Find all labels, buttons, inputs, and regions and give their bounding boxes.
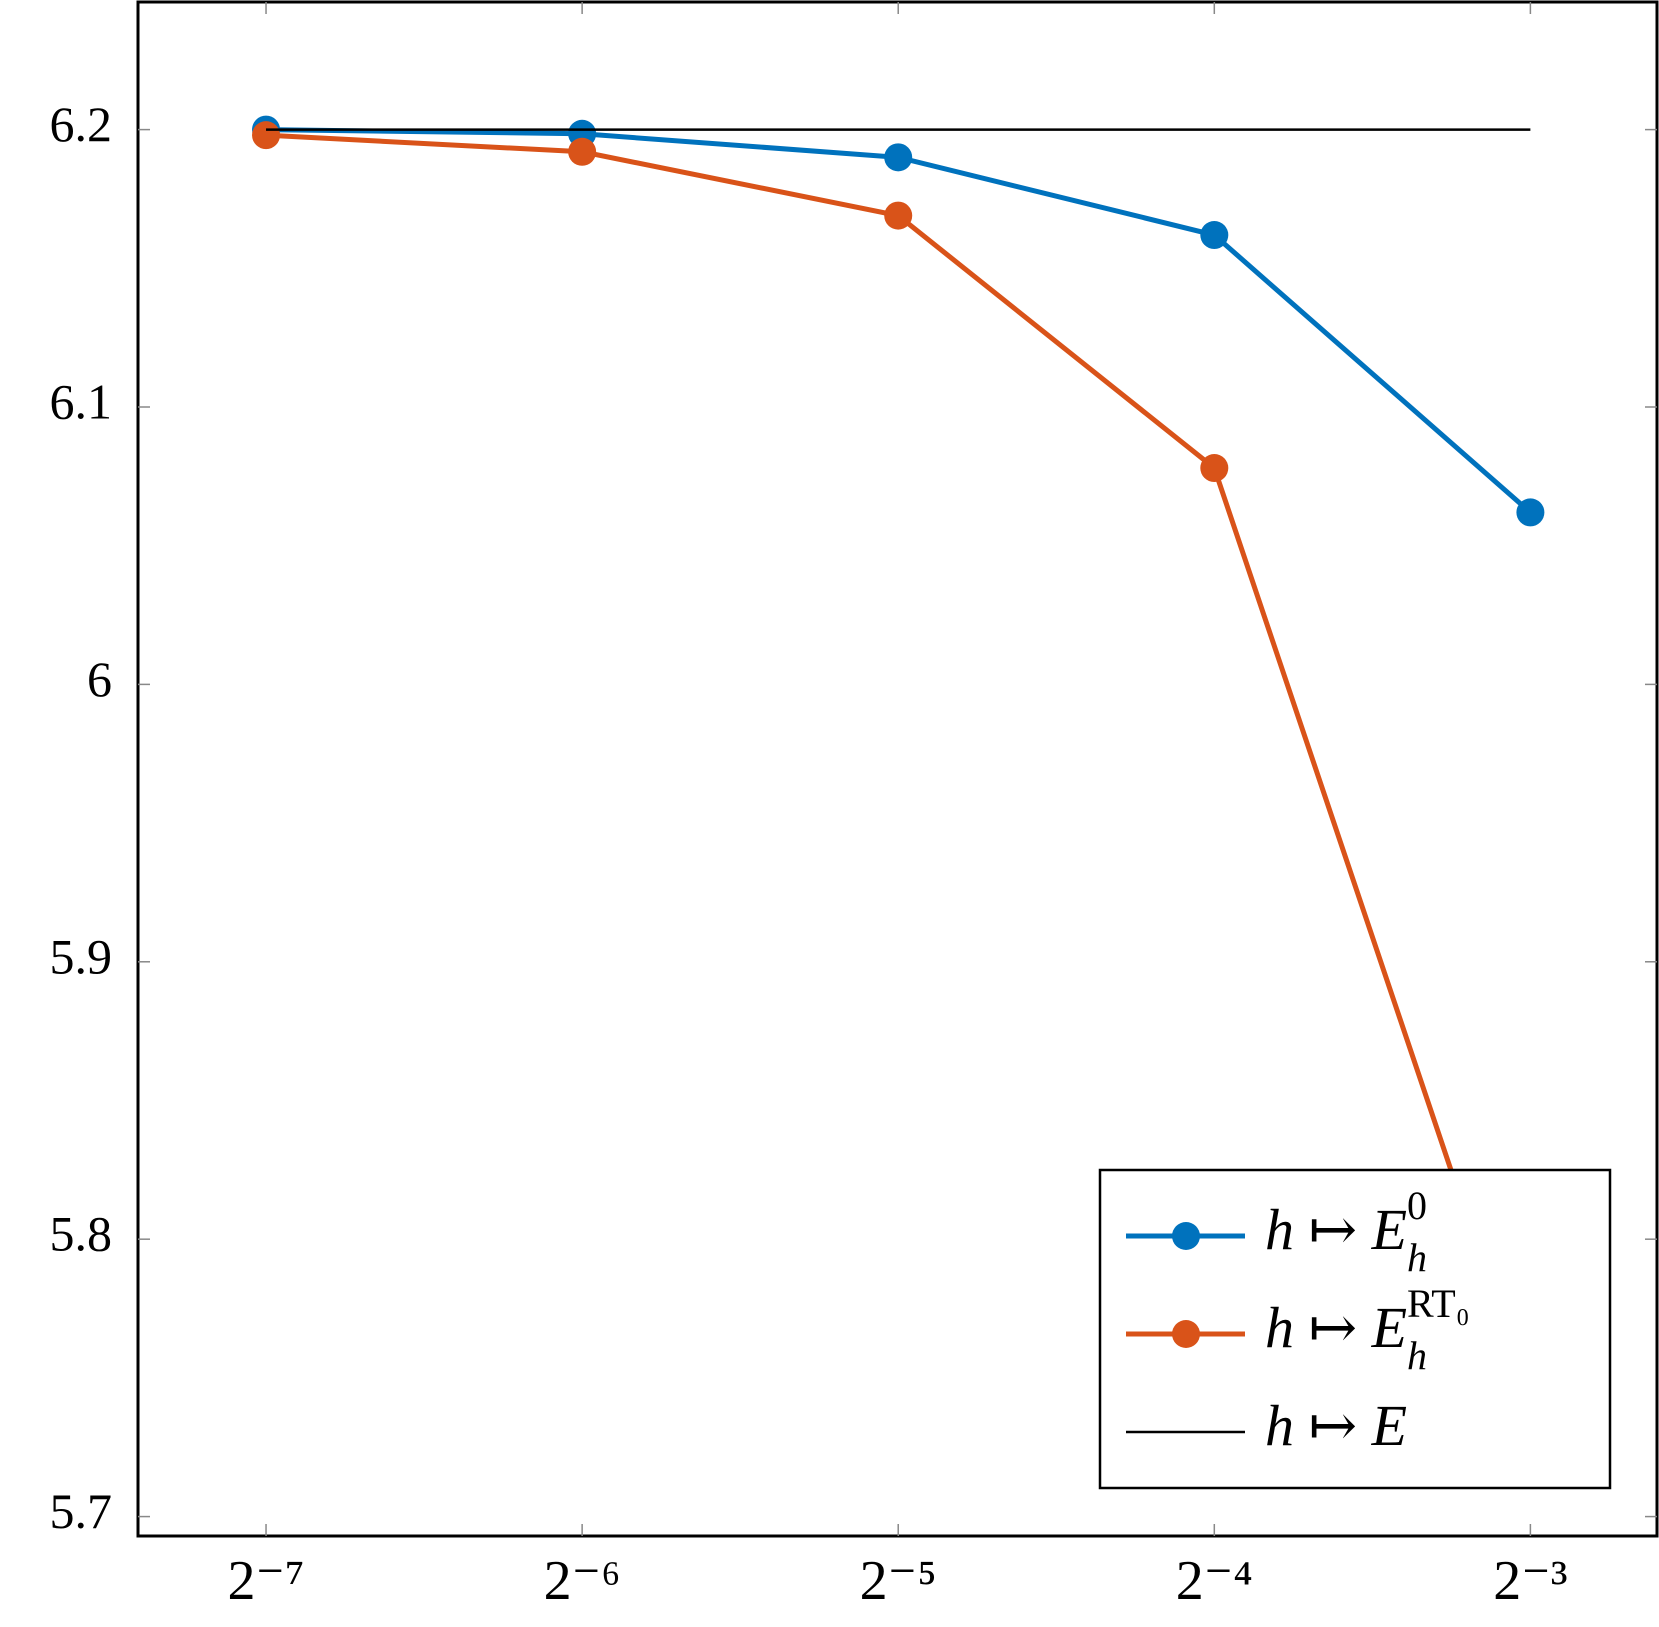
data-point bbox=[1200, 221, 1229, 250]
data-point bbox=[884, 201, 913, 230]
legend-marker bbox=[1172, 1320, 1200, 1348]
y-tick-label: 5.9 bbox=[50, 928, 113, 984]
x-tick-label: 2⁻⁷ bbox=[227, 1550, 304, 1612]
x-tick-label: 2⁻³ bbox=[1493, 1550, 1567, 1612]
data-point bbox=[1200, 454, 1229, 483]
legend-sup: RT₀ bbox=[1407, 1281, 1470, 1326]
legend-sub: h bbox=[1407, 1235, 1427, 1280]
legend-name: h ↦ E bbox=[1265, 1295, 1407, 1360]
y-tick-label: 6.1 bbox=[50, 373, 113, 429]
y-tick-label: 6 bbox=[87, 651, 112, 707]
y-tick-label: 5.8 bbox=[50, 1206, 113, 1262]
x-tick-label: 2⁻⁴ bbox=[1176, 1550, 1253, 1612]
legend-sup: 0 bbox=[1407, 1183, 1427, 1228]
legend-label: h ↦ E bbox=[1265, 1393, 1407, 1458]
data-point bbox=[1516, 498, 1545, 527]
x-tick-label: 2⁻⁶ bbox=[544, 1550, 621, 1612]
x-tick-label: 2⁻⁵ bbox=[860, 1550, 937, 1612]
legend-label: h ↦ E0 h bbox=[1265, 1183, 1427, 1280]
data-point bbox=[568, 137, 597, 166]
y-tick-label: 6.2 bbox=[50, 96, 113, 152]
y-tick-label: 5.7 bbox=[50, 1483, 113, 1539]
legend-name: h ↦ E bbox=[1265, 1393, 1407, 1458]
legend-label: h ↦ ERT₀ h bbox=[1265, 1281, 1470, 1378]
data-point bbox=[884, 143, 913, 172]
series-line bbox=[266, 127, 1533, 515]
legend-marker bbox=[1172, 1222, 1200, 1250]
legend-name: h ↦ E bbox=[1265, 1197, 1407, 1262]
data-point bbox=[252, 121, 281, 150]
legend-sub: h bbox=[1407, 1333, 1427, 1378]
